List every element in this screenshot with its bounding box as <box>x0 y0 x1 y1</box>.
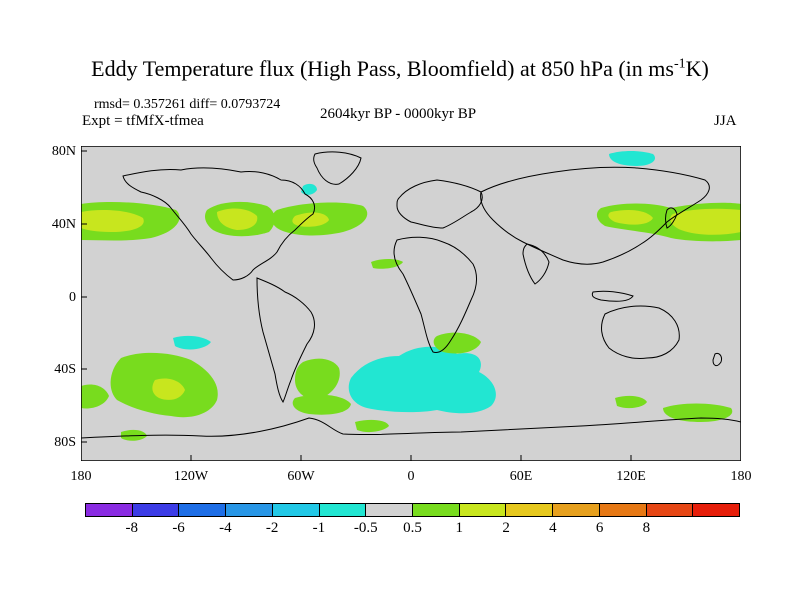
colorbar <box>85 503 740 517</box>
anomaly-positive-region <box>295 358 340 400</box>
australia-outline <box>601 305 680 359</box>
colorbar-label: -2 <box>265 520 279 536</box>
title-main: Eddy Temperature flux (High Pass, Bloomf… <box>91 56 674 81</box>
anomaly-negative-region <box>348 346 496 414</box>
colorbar-cell <box>553 504 600 516</box>
india-outline <box>522 243 550 285</box>
anomaly-positive-region <box>292 394 351 415</box>
colorbar-label: -4 <box>219 520 232 536</box>
colorbar-cell <box>132 504 180 516</box>
map-ticks <box>81 150 632 461</box>
colorbar-cell <box>272 504 320 516</box>
map-svg <box>80 145 742 462</box>
anomaly-strong-positive-region <box>81 210 144 232</box>
anomaly-positive-region <box>663 403 733 422</box>
y-tick-label: 40S <box>54 362 76 377</box>
x-tick-label: 180 <box>730 469 752 484</box>
anomaly-negative-region <box>609 151 656 166</box>
colorbar-cell <box>366 504 414 516</box>
colorbar-label: -8 <box>125 520 139 536</box>
colorbar-cell <box>179 504 227 516</box>
anomaly-positive-region <box>371 259 403 269</box>
colorbar-label: 6 <box>595 520 604 536</box>
greenland-outline <box>313 151 362 185</box>
colorbar-cell <box>413 504 460 516</box>
anomaly-negative-region <box>173 335 211 350</box>
experiment-label: Expt = tfMfX-tfmea <box>82 113 204 129</box>
season-label: JJA <box>714 113 737 129</box>
anomaly-positive-region <box>355 419 389 433</box>
x-tick-label: 60W <box>287 469 315 484</box>
y-tick-label: 40N <box>51 217 76 232</box>
anomaly-strong-positive-region <box>152 378 185 400</box>
stats-label: rmsd= 0.357261 diff= 0.0793724 <box>94 97 281 112</box>
period-label: 2604kyr BP - 0000kyr BP <box>320 106 477 122</box>
colorbar-label: 8 <box>642 520 651 536</box>
anomaly-strong-positive-region <box>608 210 653 225</box>
colorbar-cell <box>646 504 694 516</box>
anomaly-positive-region <box>615 395 647 409</box>
x-tick-label: 180 <box>70 469 92 484</box>
colorbar-cell <box>319 504 367 516</box>
europe-outline <box>396 179 483 229</box>
colorbar-cell <box>459 504 507 516</box>
colorbar-cell <box>506 504 554 516</box>
x-tick-label: 120E <box>616 469 646 484</box>
south-america-outline <box>256 277 315 403</box>
title-superscript: -1 <box>673 56 686 72</box>
indonesia-outline <box>591 290 634 302</box>
new-zealand-outline <box>712 353 722 367</box>
chart-title: Eddy Temperature flux (High Pass, Bloomf… <box>0 56 800 82</box>
africa-outline <box>393 236 478 353</box>
colorbar-label: -6 <box>172 520 185 536</box>
colorbar-label: 0.5 <box>403 520 422 536</box>
x-tick-label: 60E <box>509 469 533 484</box>
anomaly-negative-region <box>301 183 317 195</box>
y-tick-label: 80S <box>54 435 76 450</box>
colorbar-label: 2 <box>502 520 510 536</box>
x-tick-label: 0 <box>407 469 415 484</box>
x-tick-label: 120W <box>173 469 209 484</box>
asia-outline <box>480 166 710 265</box>
map-panel <box>80 145 742 462</box>
anomaly-strong-positive-region <box>217 208 258 230</box>
colorbar-label: 1 <box>455 520 464 536</box>
colorbar-label: -0.5 <box>353 520 378 536</box>
colorbar-cell <box>86 504 133 516</box>
colorbar-cell <box>226 504 273 516</box>
anomaly-positive-region <box>433 332 481 354</box>
y-tick-label: 0 <box>69 290 76 305</box>
colorbar-label: -1 <box>312 520 326 536</box>
colorbar-cell <box>693 504 740 516</box>
colorbar-cell <box>599 504 647 516</box>
anomaly-positive-region <box>81 384 109 409</box>
anomaly-strong-positive-region <box>670 208 741 235</box>
antarctica-outline <box>80 417 742 439</box>
title-end: K) <box>685 56 709 81</box>
colorbar-label: 4 <box>549 520 557 536</box>
anomaly-positive-region <box>121 429 147 441</box>
japan-outline <box>665 207 678 229</box>
y-tick-label: 80N <box>51 144 76 159</box>
coastlines <box>80 151 742 439</box>
north-america-outline <box>122 167 316 281</box>
